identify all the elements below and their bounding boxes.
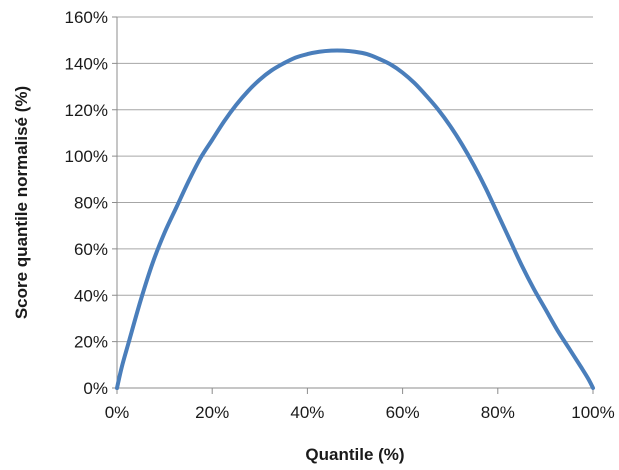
- y-tick-label: 140%: [65, 54, 108, 73]
- y-tick-label: 160%: [65, 8, 108, 27]
- x-tick-label: 60%: [386, 403, 420, 422]
- series-line: [115, 48, 595, 390]
- x-tick-label: 40%: [290, 403, 324, 422]
- x-axis-title: Quantile (%): [305, 445, 404, 464]
- y-tick-label: 100%: [65, 147, 108, 166]
- y-tick-label: 80%: [74, 194, 108, 213]
- series-layer: [115, 48, 595, 390]
- y-axis-title: Score quantile normalisé (%): [12, 86, 31, 319]
- y-tick-label: 60%: [74, 240, 108, 259]
- axes: [112, 16, 594, 394]
- y-tick-label: 20%: [74, 333, 108, 352]
- y-tick-label: 40%: [74, 286, 108, 305]
- y-tick-label: 120%: [65, 101, 108, 120]
- x-tick-label: 80%: [481, 403, 515, 422]
- x-tick-label: 20%: [195, 403, 229, 422]
- x-tick-label: 100%: [571, 403, 614, 422]
- y-tick-label: 0%: [83, 379, 108, 398]
- x-tick-label: 0%: [105, 403, 130, 422]
- y-tick-labels: 0% 20% 40% 60% 80% 100% 120% 140% 160%: [65, 8, 108, 398]
- gridlines: [117, 16, 593, 343]
- x-tick-labels: 0% 20% 40% 60% 80% 100%: [105, 403, 615, 422]
